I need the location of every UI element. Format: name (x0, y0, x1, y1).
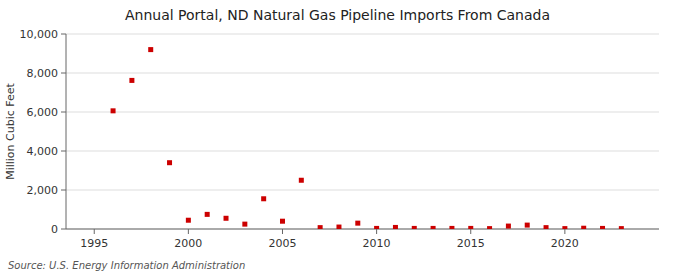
x-tick-label: 1995 (80, 237, 108, 250)
point (619, 226, 624, 229)
grid-line (66, 73, 659, 74)
point (487, 226, 492, 229)
point (299, 178, 304, 183)
x-tick-label: 2000 (174, 237, 202, 250)
grid-line (66, 112, 659, 113)
grid (66, 34, 659, 229)
point (261, 196, 266, 201)
y-tick (61, 73, 66, 74)
x-tick-label: 2020 (551, 237, 579, 250)
point (355, 221, 360, 226)
point (111, 108, 116, 113)
point (242, 222, 247, 227)
y-axis-label: Million Cubic Feet (4, 82, 17, 179)
y-tick (61, 151, 66, 152)
point (412, 226, 417, 229)
x-tick (188, 229, 189, 234)
y-tick-label: 4,000 (27, 145, 59, 158)
y-tick (61, 112, 66, 113)
point (318, 225, 323, 229)
y-tick-label: 0 (51, 223, 58, 236)
y-tick-label: 2,000 (27, 184, 59, 197)
points (111, 47, 624, 229)
grid-line (66, 229, 659, 230)
point (336, 225, 341, 229)
y-tick-label: 10,000 (20, 28, 59, 41)
point (431, 226, 436, 229)
background (0, 0, 675, 275)
point (525, 223, 530, 228)
point (393, 225, 398, 229)
point (186, 218, 191, 223)
point (280, 219, 285, 224)
y-tick-label: 8,000 (27, 67, 59, 80)
point (205, 212, 210, 217)
point (468, 226, 473, 229)
point (129, 78, 134, 83)
y-tick-label: 6,000 (27, 106, 59, 119)
y-tick (61, 229, 66, 230)
point (562, 226, 567, 229)
point (600, 226, 605, 229)
x-tick (282, 229, 283, 234)
point (224, 216, 229, 221)
point (148, 47, 153, 52)
point (374, 226, 379, 229)
x-tick (376, 229, 377, 234)
grid-line (66, 190, 659, 191)
grid-line (66, 34, 659, 35)
point (581, 226, 586, 229)
grid-line (66, 151, 659, 152)
point (506, 224, 511, 229)
point (449, 226, 454, 229)
y-tick (61, 34, 66, 35)
point (167, 160, 172, 165)
x-tick-label: 2005 (268, 237, 296, 250)
y-tick (61, 190, 66, 191)
x-axis-line (66, 229, 659, 230)
chart: Annual Portal, ND Natural Gas Pipeline I… (0, 0, 675, 275)
x-tick-label: 2015 (457, 237, 485, 250)
x-tick (470, 229, 471, 234)
source-note: Source: U.S. Energy Information Administ… (8, 260, 245, 271)
x-tick-label: 2010 (363, 237, 391, 250)
title: Annual Portal, ND Natural Gas Pipeline I… (125, 7, 550, 23)
x-tick (564, 229, 565, 234)
y-axis-line (66, 34, 67, 229)
axes: 0 2,000 4,000 6,000 8,000 10,000 1995 2000 2005 2… (20, 28, 660, 250)
x-tick (94, 229, 95, 234)
point (544, 225, 549, 229)
